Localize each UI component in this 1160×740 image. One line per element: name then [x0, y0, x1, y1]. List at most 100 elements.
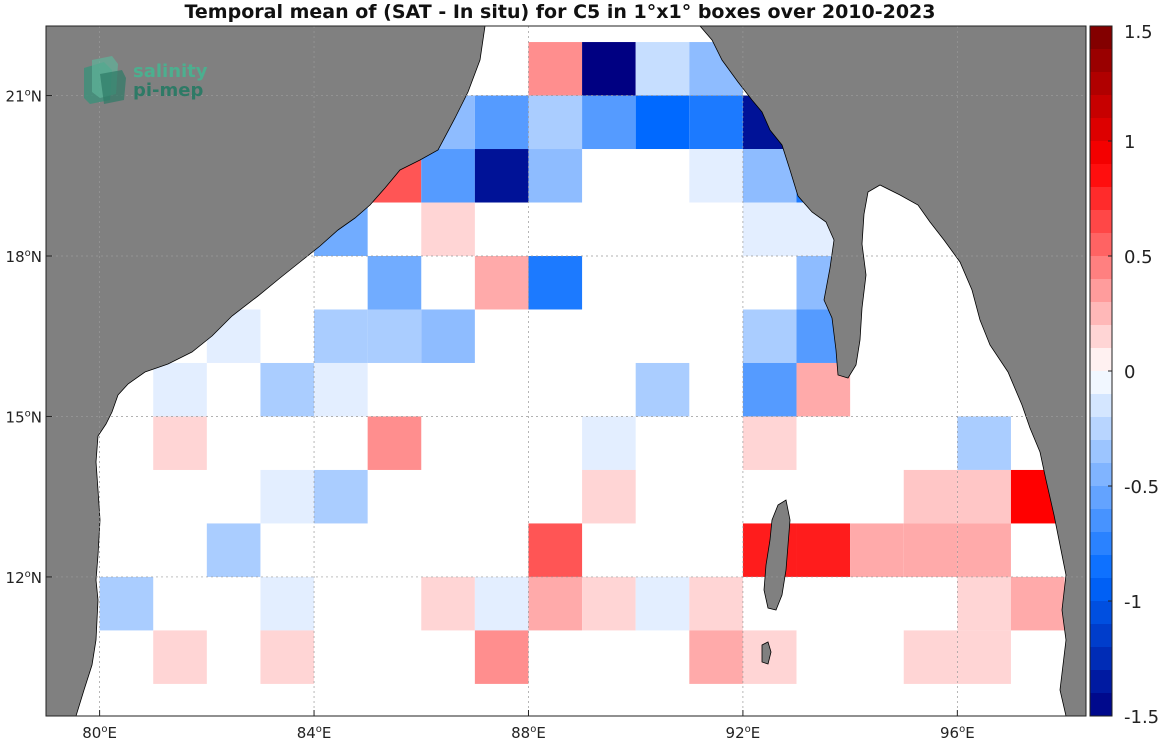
colorbar-segment	[1090, 463, 1112, 487]
grid-cell	[314, 469, 368, 524]
grid-cell	[742, 362, 797, 417]
lon-tick-label: 80oE	[82, 724, 117, 740]
grid-cell	[742, 202, 797, 256]
lon-tick-label: 84oE	[297, 724, 332, 740]
grid-cell	[742, 416, 797, 470]
grid-cell	[528, 256, 583, 310]
grid-cell	[957, 469, 1011, 524]
colorbar-segment	[1090, 486, 1112, 510]
colorbar-segment	[1090, 532, 1112, 556]
grid-cell	[957, 576, 1011, 631]
colorbar-tick-label: 0.5	[1124, 247, 1153, 268]
colorbar-segment	[1090, 371, 1112, 395]
colorbar-tick-label: 0	[1124, 362, 1135, 383]
grid-cell	[635, 576, 690, 631]
logo-line2: pi-mep	[133, 80, 203, 101]
grid-cell	[474, 256, 529, 310]
colorbar-segment	[1090, 141, 1112, 165]
colorbar-segment	[1090, 394, 1112, 418]
grid-cell	[153, 630, 207, 684]
grid-cell	[421, 149, 475, 203]
grid-cell	[689, 576, 743, 631]
grid-cell	[903, 523, 958, 577]
grid-cell	[957, 523, 1011, 577]
grid-cell	[528, 95, 583, 150]
grid-cell	[582, 576, 636, 631]
salinity-pi-mep-logo: salinity pi-mep	[84, 56, 208, 104]
grid-cell	[582, 469, 636, 524]
grid-cell	[528, 149, 583, 203]
lon-tick-labels: 80oE 84oE 88oE 92oE 96oE	[82, 710, 975, 740]
colorbar-segment	[1090, 187, 1112, 211]
colorbar-segments	[1090, 26, 1112, 717]
lat-tick-label: 15oN	[6, 408, 42, 426]
grid-cell	[421, 309, 475, 363]
colorbar-ticks: 1.5 1 0.5 0 -0.5 -1 -1.5	[1108, 22, 1159, 728]
colorbar-tick-label: -1	[1124, 592, 1142, 613]
colorbar-segment	[1090, 279, 1112, 303]
grid-cell	[582, 42, 636, 96]
logo-icon	[84, 56, 126, 104]
grid-cell	[153, 416, 207, 470]
grid-cell	[153, 362, 207, 417]
grid-cell	[689, 95, 743, 150]
grid-cell	[474, 95, 529, 150]
colorbar-segment	[1090, 624, 1112, 648]
colorbar-segment	[1090, 440, 1112, 464]
grid-cell	[474, 630, 529, 684]
colorbar-segment	[1090, 233, 1112, 257]
colorbar-tick-label: 1.5	[1124, 22, 1153, 43]
colorbar-tick-label: -1.5	[1124, 707, 1159, 728]
india-land	[46, 26, 486, 716]
grid-cell	[850, 523, 904, 577]
grid-cell	[903, 630, 958, 684]
colorbar-segment	[1090, 601, 1112, 625]
grid-cell	[957, 630, 1011, 684]
grid-cell	[582, 95, 636, 150]
grid-cell	[474, 576, 529, 631]
grid-cell	[1010, 576, 1065, 631]
grid-cell	[689, 149, 743, 203]
lat-tick-label: 18oN	[6, 248, 42, 266]
andaman-islands	[763, 499, 791, 611]
colorbar-segment	[1090, 164, 1112, 188]
grid-cell	[421, 576, 475, 631]
grid-cell	[528, 523, 583, 577]
little-andaman-island	[761, 641, 772, 665]
grid-cell	[957, 416, 1011, 470]
colorbar-segment	[1090, 210, 1112, 234]
grid-cell	[689, 630, 743, 684]
lat-tick-label: 21oN	[6, 88, 42, 106]
grid-cell	[796, 523, 851, 577]
grid-cell	[528, 576, 583, 631]
colorbar-segment	[1090, 49, 1112, 73]
grid-cell	[260, 469, 315, 524]
grid-cell	[260, 576, 315, 631]
grid-cell	[903, 469, 958, 524]
grid-cell	[314, 362, 368, 417]
grid-cell	[314, 309, 368, 363]
map-frame	[45, 25, 1087, 717]
lon-tick-label: 96oE	[940, 724, 975, 740]
colorbar-segment	[1090, 647, 1112, 671]
grid-cell	[206, 523, 261, 577]
data-cells	[99, 42, 1065, 684]
colorbar-segment	[1090, 26, 1112, 50]
grid-cell	[635, 362, 690, 417]
lat-tick-label: 12oN	[6, 569, 42, 587]
lon-tick-label: 92oE	[726, 724, 761, 740]
grid-cell	[99, 576, 154, 631]
colorbar-segment	[1090, 72, 1112, 96]
lat-tick-labels: 21oN 18oN 15oN 12oN	[6, 88, 52, 587]
colorbar-segment	[1090, 302, 1112, 326]
grid-cell	[742, 309, 797, 363]
grid-cell	[528, 42, 583, 96]
colorbar-segment	[1090, 578, 1112, 602]
colorbar-segment	[1090, 693, 1112, 717]
colorbar-segment	[1090, 417, 1112, 441]
colorbar-segment	[1090, 118, 1112, 142]
colorbar-segment	[1090, 95, 1112, 119]
grid-cell	[367, 416, 422, 470]
lon-tick-label: 88oE	[511, 724, 546, 740]
